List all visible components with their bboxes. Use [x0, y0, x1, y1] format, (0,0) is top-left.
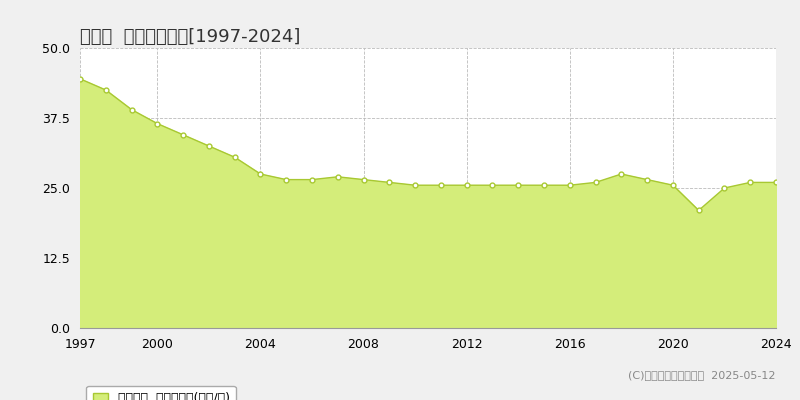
Text: (C)土地価格ドットコム  2025-05-12: (C)土地価格ドットコム 2025-05-12 — [629, 370, 776, 380]
Text: 斑鳩町  基準地価推移[1997-2024]: 斑鳩町 基準地価推移[1997-2024] — [80, 28, 300, 46]
Legend: 基準地価  平均坪単価(万円/坪): 基準地価 平均坪単価(万円/坪) — [86, 386, 236, 400]
